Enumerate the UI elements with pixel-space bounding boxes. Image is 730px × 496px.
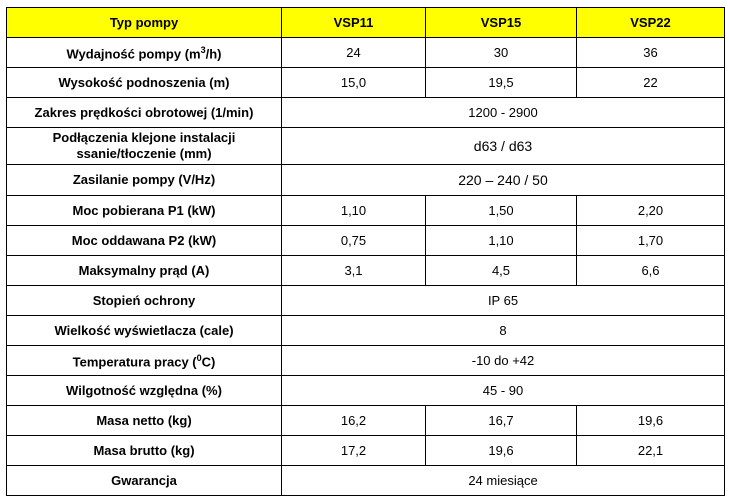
cell-value: 1,50 bbox=[425, 195, 577, 226]
pump-spec-table: Typ pompy VSP11 VSP15 VSP22 Wydajność po… bbox=[6, 7, 725, 496]
cell-value: 24 bbox=[281, 37, 426, 68]
row-label-temperature: Temperatura pracy (0C) bbox=[6, 345, 282, 376]
cell-merged-value: 24 miesiące bbox=[281, 465, 725, 496]
cell-value: 6,6 bbox=[576, 255, 725, 286]
table-row: Wielkość wyświetlacza (cale) 8 bbox=[6, 315, 725, 346]
row-label: Zasilanie pompy (V/Hz) bbox=[6, 164, 282, 196]
cell-value: 1,10 bbox=[425, 225, 577, 256]
cell-value: 15,0 bbox=[281, 67, 426, 98]
table-row: Maksymalny prąd (A) 3,1 4,5 6,6 bbox=[6, 255, 725, 286]
table-row: Wydajność pompy (m3/h) 24 30 36 bbox=[6, 37, 725, 68]
table-row: Stopień ochrony IP 65 bbox=[6, 285, 725, 316]
table-row: Moc pobierana P1 (kW) 1,10 1,50 2,20 bbox=[6, 195, 725, 226]
cell-merged-value: 8 bbox=[281, 315, 725, 346]
cell-value: 0,75 bbox=[281, 225, 426, 256]
table-row: Gwarancja 24 miesiące bbox=[6, 465, 725, 496]
cell-value: 30 bbox=[425, 37, 577, 68]
row-label: Masa netto (kg) bbox=[6, 405, 282, 436]
cell-value: 19,6 bbox=[425, 435, 577, 466]
table-row: Moc oddawana P2 (kW) 0,75 1,10 1,70 bbox=[6, 225, 725, 256]
table-row: Masa brutto (kg) 17,2 19,6 22,1 bbox=[6, 435, 725, 466]
row-label: Masa brutto (kg) bbox=[6, 435, 282, 466]
cell-value: 2,20 bbox=[576, 195, 725, 226]
row-label: Wysokość podnoszenia (m) bbox=[6, 67, 282, 98]
table-row: Wilgotność względna (%) 45 - 90 bbox=[6, 375, 725, 406]
header-vsp15: VSP15 bbox=[425, 7, 577, 38]
table-row: Temperatura pracy (0C) -10 do +42 bbox=[6, 345, 725, 376]
table-row: Zasilanie pompy (V/Hz) 220 – 240 / 50 bbox=[6, 164, 725, 196]
header-vsp22: VSP22 bbox=[576, 7, 725, 38]
row-label: Zakres prędkości obrotowej (1/min) bbox=[6, 97, 282, 128]
cell-value: 22 bbox=[576, 67, 725, 98]
row-label: Moc oddawana P2 (kW) bbox=[6, 225, 282, 256]
row-label: Wielkość wyświetlacza (cale) bbox=[6, 315, 282, 346]
row-label: Moc pobierana P1 (kW) bbox=[6, 195, 282, 226]
table-row: Zakres prędkości obrotowej (1/min) 1200 … bbox=[6, 97, 725, 128]
cell-value: 1,70 bbox=[576, 225, 725, 256]
row-label-connections: Podłączenia klejone instalacji ssanie/tło… bbox=[6, 127, 282, 165]
table-row: Wysokość podnoszenia (m) 15,0 19,5 22 bbox=[6, 67, 725, 98]
header-vsp11: VSP11 bbox=[281, 7, 426, 38]
cell-value: 3,1 bbox=[281, 255, 426, 286]
table-header-row: Typ pompy VSP11 VSP15 VSP22 bbox=[6, 7, 725, 38]
cell-merged-value: 1200 - 2900 bbox=[281, 97, 725, 128]
row-label: Maksymalny prąd (A) bbox=[6, 255, 282, 286]
table-row: Masa netto (kg) 16,2 16,7 19,6 bbox=[6, 405, 725, 436]
cell-merged-value: -10 do +42 bbox=[281, 345, 725, 376]
cell-value: 17,2 bbox=[281, 435, 426, 466]
row-label: Wilgotność względna (%) bbox=[6, 375, 282, 406]
header-pump-type: Typ pompy bbox=[6, 7, 282, 38]
cell-value: 16,2 bbox=[281, 405, 426, 436]
cell-merged-value: d63 / d63 bbox=[281, 127, 725, 165]
cell-value: 19,6 bbox=[576, 405, 725, 436]
cell-value: 22,1 bbox=[576, 435, 725, 466]
cell-merged-value: 220 – 240 / 50 bbox=[281, 164, 725, 196]
cell-value: 36 bbox=[576, 37, 725, 68]
row-label: Stopień ochrony bbox=[6, 285, 282, 316]
cell-value: 1,10 bbox=[281, 195, 426, 226]
cell-value: 16,7 bbox=[425, 405, 577, 436]
cell-merged-value: 45 - 90 bbox=[281, 375, 725, 406]
row-label: Gwarancja bbox=[6, 465, 282, 496]
table-row: Podłączenia klejone instalacji ssanie/tło… bbox=[6, 127, 725, 165]
cell-value: 19,5 bbox=[425, 67, 577, 98]
cell-value: 4,5 bbox=[425, 255, 577, 286]
cell-merged-value: IP 65 bbox=[281, 285, 725, 316]
row-label-capacity: Wydajność pompy (m3/h) bbox=[6, 37, 282, 68]
